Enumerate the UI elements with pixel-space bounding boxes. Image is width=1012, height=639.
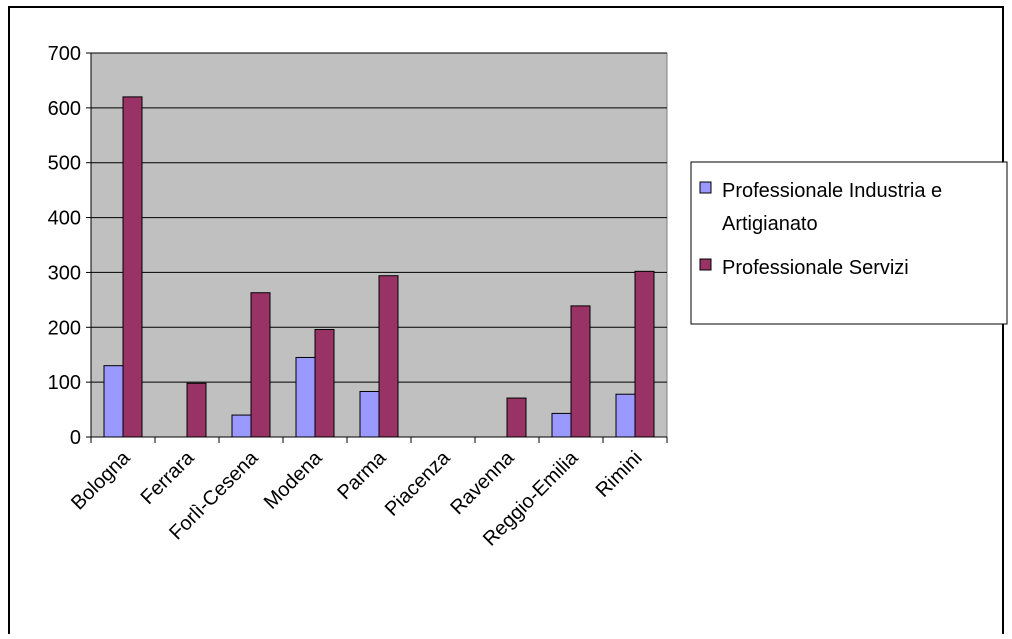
- bar: [551, 412, 572, 438]
- bar: [186, 382, 207, 438]
- y-tick-label: 0: [70, 427, 81, 449]
- y-tick-label: 600: [48, 98, 81, 120]
- bar: [634, 270, 655, 438]
- y-tick-label: 700: [48, 43, 81, 65]
- legend-swatch: [699, 181, 712, 194]
- bar: [314, 328, 335, 438]
- legend-swatch: [699, 258, 712, 271]
- axes: [90, 53, 667, 438]
- bar: [378, 275, 399, 438]
- bar: [359, 390, 380, 438]
- bar: [250, 292, 271, 438]
- y-axis-ticks: 0 100 200 300 400 500 600 700: [48, 43, 91, 449]
- y-tick-label: 400: [48, 208, 81, 230]
- bar: [570, 305, 591, 438]
- y-tick-label: 200: [48, 317, 81, 339]
- bar: [122, 96, 143, 438]
- bar: [103, 365, 124, 438]
- legend-label: Professionale Industria e: [722, 180, 942, 202]
- legend: Professionale Industria e Artigianato Prof…: [690, 161, 1008, 325]
- bar: [295, 356, 316, 438]
- y-tick-label: 500: [48, 153, 81, 175]
- bar: [615, 393, 636, 438]
- legend-box: [690, 161, 1008, 325]
- bar: [231, 414, 252, 438]
- bar: [506, 397, 527, 438]
- y-tick-label: 100: [48, 372, 81, 394]
- legend-label: Professionale Servizi: [722, 257, 909, 279]
- legend-label: Artigianato: [722, 213, 818, 235]
- y-tick-label: 300: [48, 262, 81, 284]
- bars: [103, 96, 655, 438]
